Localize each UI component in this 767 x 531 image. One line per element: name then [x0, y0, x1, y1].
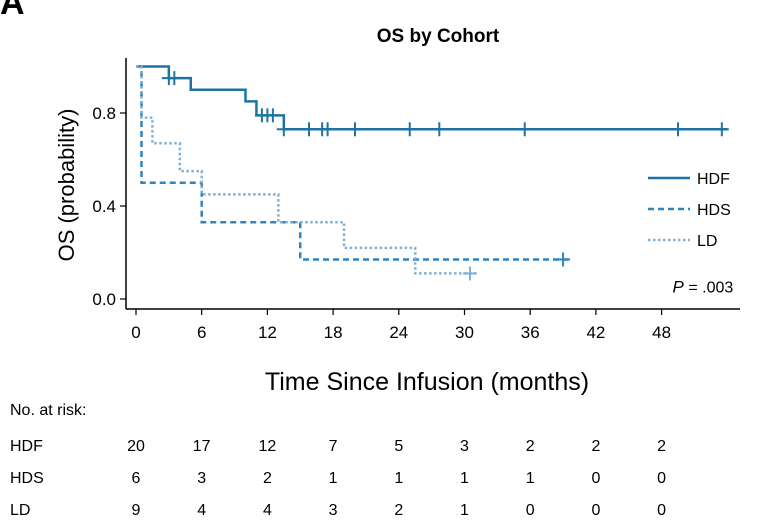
- risk-count: 1: [525, 470, 535, 487]
- x-tick-label: 42: [586, 323, 605, 342]
- legend: HDF HDS LD: [648, 171, 731, 250]
- x-tick-label: 12: [258, 323, 277, 342]
- risk-table-title: No. at risk:: [10, 402, 87, 419]
- risk-count: 2: [525, 438, 535, 455]
- risk-count: 0: [525, 502, 535, 519]
- x-tick-label: 18: [324, 323, 343, 342]
- series-ld: [136, 65, 477, 281]
- risk-count: 7: [328, 438, 338, 455]
- series-layer: [136, 65, 729, 281]
- risk-count: 1: [460, 502, 469, 519]
- y-tick-label: 0.0: [92, 290, 116, 309]
- risk-count: 2: [262, 470, 272, 487]
- risk-count: 3: [197, 470, 207, 487]
- risk-count: 20: [127, 438, 145, 455]
- risk-count: 2: [394, 502, 404, 519]
- series-hdf: [136, 65, 729, 137]
- x-tick-label: 36: [521, 323, 540, 342]
- risk-count: 2: [657, 438, 667, 455]
- p-value-annotation: P = .003: [673, 277, 734, 296]
- risk-count: 3: [460, 438, 469, 455]
- series-line-ld: [136, 65, 476, 275]
- risk-row-label: HDF: [10, 438, 43, 455]
- y-tick-label: 0.8: [92, 104, 116, 123]
- x-tick-label: 24: [389, 323, 408, 342]
- y-axis-label: OS (probability): [54, 109, 79, 262]
- chart-title: OS by Cohort: [377, 26, 500, 47]
- series-hds: [136, 65, 571, 267]
- risk-count: 4: [262, 502, 272, 519]
- risk-row-hds: HDS 6 3 2 1 1 1 1 0 0: [0, 470, 767, 492]
- axes: 0 6 12 18 24 30 36 42 48 0.0 0.4 0.8: [92, 58, 740, 342]
- p-value-text: = .003: [684, 279, 733, 296]
- series-line-hdf: [136, 65, 728, 131]
- panel-label: A: [0, 0, 25, 22]
- risk-count: 4: [197, 502, 207, 519]
- risk-count: 0: [657, 502, 667, 519]
- risk-count: 0: [657, 470, 667, 487]
- risk-count: 5: [394, 438, 404, 455]
- risk-row-ld: LD 9 4 4 3 2 1 0 0 0: [0, 502, 767, 524]
- x-axis-label: Time Since Infusion (months): [265, 368, 589, 396]
- y-tick-label: 0.4: [92, 197, 116, 216]
- x-tick-label: 6: [197, 323, 206, 342]
- risk-count: 17: [192, 438, 211, 455]
- x-tick-label: 48: [652, 323, 671, 342]
- risk-count: 12: [258, 438, 277, 455]
- legend-label-hds: HDS: [697, 202, 731, 219]
- risk-count: 1: [394, 470, 404, 487]
- risk-count: 2: [591, 438, 601, 455]
- risk-row-label: HDS: [10, 470, 44, 487]
- risk-row-label: LD: [10, 502, 31, 519]
- p-value-symbol: P: [673, 277, 685, 296]
- x-tick-label: 30: [455, 323, 474, 342]
- risk-count: 3: [328, 502, 338, 519]
- km-survival-chart: OS by Cohort 0 6 12 18 24 30 36 42 48 0.0 0.4 0.8 H…: [54, 26, 740, 396]
- risk-count: 0: [591, 470, 601, 487]
- risk-count: 1: [328, 470, 338, 487]
- risk-count: 9: [131, 502, 141, 519]
- legend-label-hdf: HDF: [697, 171, 730, 188]
- risk-count: 1: [460, 470, 469, 487]
- series-line-hds: [136, 65, 569, 261]
- risk-count: 0: [591, 502, 601, 519]
- x-tick-label: 0: [131, 323, 140, 342]
- risk-row-hdf: HDF 20 17 12 7 5 3 2 2 2: [0, 438, 767, 460]
- legend-label-ld: LD: [697, 233, 717, 250]
- risk-count: 6: [131, 470, 141, 487]
